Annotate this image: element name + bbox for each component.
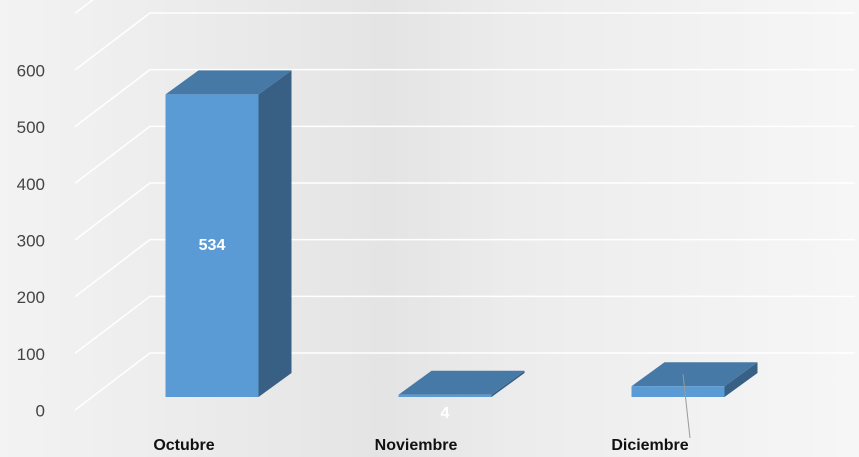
- grid-line: [74, 352, 855, 411]
- bar-front: [165, 94, 259, 397]
- value-label: 534: [199, 237, 226, 254]
- bar-side: [724, 362, 758, 397]
- value-label: 4: [441, 405, 450, 422]
- bar: [165, 70, 292, 397]
- x-tick-label: Octubre: [153, 437, 214, 454]
- bar-side: [491, 370, 525, 397]
- grid-line: [74, 12, 855, 71]
- y-tick-label: 200: [17, 288, 45, 307]
- y-tick-label: 0: [36, 401, 45, 420]
- y-tick-label: 300: [17, 231, 45, 250]
- grid-line: [74, 125, 855, 184]
- bar: [398, 370, 525, 397]
- bar-side: [258, 70, 292, 397]
- bar-top: [165, 70, 292, 95]
- y-tick-label: 500: [17, 118, 45, 137]
- grid-line: [74, 0, 94, 14]
- bar-top: [631, 362, 758, 387]
- x-tick-label: Diciembre: [611, 437, 688, 454]
- bar: [631, 362, 758, 397]
- bar-front: [631, 386, 725, 397]
- y-tick-label: 600: [17, 61, 45, 80]
- y-tick-label: 100: [17, 345, 45, 364]
- grid-line: [74, 68, 855, 128]
- grid-line: [74, 238, 855, 298]
- bar-front: [398, 394, 492, 397]
- grid-line: [74, 182, 855, 241]
- leader-line: [682, 374, 691, 439]
- bar-top: [398, 370, 525, 395]
- x-tick-label: Noviembre: [375, 437, 458, 454]
- grid-line: [74, 295, 855, 354]
- y-tick-label: 400: [17, 175, 45, 194]
